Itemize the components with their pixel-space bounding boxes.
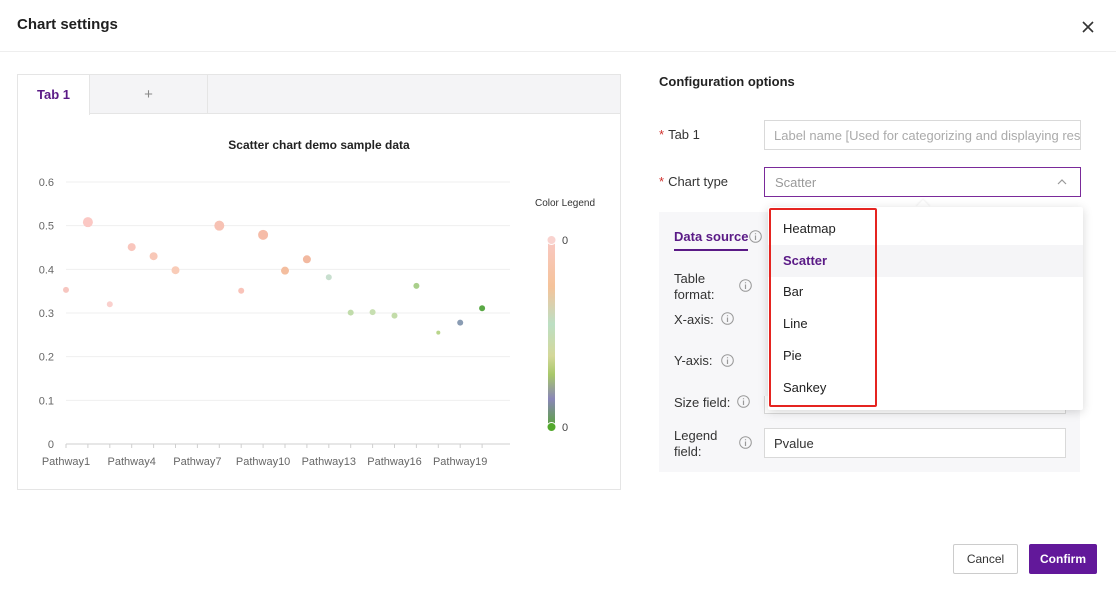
scatter-point[interactable] [149, 252, 158, 261]
scatter-point[interactable] [281, 266, 289, 275]
tab-name-input[interactable]: Label name [Used for categorizing and di… [764, 120, 1081, 150]
legend-top-handle[interactable] [546, 235, 557, 245]
preview-tab-bar: Tab 1 + [18, 75, 620, 115]
confirm-button[interactable]: Confirm [1029, 544, 1097, 574]
dialog-header: Chart settings [0, 0, 1116, 52]
scatter-chart: Scatter chart demo sample data 0 0.1 0.2 0.… [39, 138, 595, 468]
y-tick-label: 0.4 [39, 264, 54, 276]
info-icon[interactable] [739, 279, 752, 292]
scatter-point[interactable] [391, 312, 398, 319]
chevron-up-icon [1057, 179, 1067, 185]
tab-field-label: * Tab 1 [659, 127, 700, 142]
option-pie[interactable]: Pie [783, 348, 802, 363]
chart-title: Scatter chart demo sample data [228, 138, 410, 152]
info-icon[interactable] [721, 354, 734, 367]
config-heading: Configuration options [659, 74, 795, 89]
chart-type-value: Scatter [775, 174, 817, 190]
info-icon[interactable] [737, 395, 750, 408]
y-tick-label: 0.6 [39, 177, 54, 189]
y-tick-label: 0.2 [39, 352, 54, 364]
tab-data-source[interactable]: Data source [674, 229, 749, 251]
legend-field-label: Legend field: [674, 428, 718, 459]
scatter-point[interactable] [436, 330, 441, 335]
y-axis-label: Y-axis: [674, 353, 713, 368]
cancel-button[interactable]: Cancel [953, 544, 1018, 574]
legend-bottom-handle[interactable] [546, 422, 557, 432]
option-bar[interactable]: Bar [783, 284, 804, 299]
x-tick-label: Pathway1 [42, 456, 90, 468]
x-tick-label: Pathway19 [433, 456, 487, 468]
chart-preview-panel: Tab 1 + [17, 74, 621, 490]
table-format-label: Table format: [674, 271, 715, 302]
tab-field-label-text: Tab 1 [668, 127, 700, 142]
legend-title: Color Legend [535, 198, 595, 209]
scatter-point[interactable] [302, 255, 311, 264]
y-tick-label: 0.5 [39, 221, 54, 233]
option-scatter[interactable]: Scatter [768, 245, 1083, 277]
scatter-point[interactable] [106, 301, 113, 308]
chart-type-label: * Chart type [659, 174, 729, 189]
scatter-points [63, 217, 486, 335]
x-tick-label: Pathway13 [302, 456, 356, 468]
x-tick-label: Pathway16 [367, 456, 421, 468]
legend-field-input[interactable]: Pvalue [764, 428, 1066, 458]
option-sankey[interactable]: Sankey [783, 380, 827, 395]
color-legend-bar [548, 240, 555, 427]
scatter-point[interactable] [369, 309, 376, 316]
close-icon[interactable] [1078, 17, 1098, 37]
scatter-point[interactable] [413, 282, 420, 289]
legend-top-label: 0 [562, 235, 568, 247]
x-axis-label: X-axis: [674, 312, 714, 327]
option-line[interactable]: Line [783, 316, 808, 331]
x-tick-label: Pathway7 [173, 456, 221, 468]
y-tick-label: 0.1 [39, 395, 54, 407]
scatter-point[interactable] [457, 319, 464, 326]
info-icon[interactable] [739, 436, 752, 449]
scatter-point[interactable] [258, 229, 269, 240]
scatter-point[interactable] [238, 287, 245, 294]
option-heatmap[interactable]: Heatmap [783, 221, 836, 236]
x-tick-label: Pathway4 [108, 456, 156, 468]
info-icon[interactable] [721, 312, 734, 325]
y-tick-label: 0 [48, 439, 54, 451]
y-axis: 0 0.1 0.2 0.3 0.4 0.5 0.6 [39, 177, 54, 451]
x-tick-label: Pathway10 [236, 456, 290, 468]
dialog-title: Chart settings [17, 16, 118, 33]
scatter-point[interactable] [171, 266, 180, 275]
chart-type-dropdown: Heatmap Scatter Bar Line Pie Sankey [768, 207, 1083, 410]
legend-bottom-label: 0 [562, 422, 568, 434]
scatter-point[interactable] [325, 274, 332, 281]
info-icon[interactable] [749, 230, 762, 243]
scatter-point[interactable] [82, 217, 93, 228]
chart-gridlines [66, 181, 510, 445]
chart-type-select[interactable]: Scatter [764, 167, 1081, 197]
add-tab-button[interactable]: + [90, 75, 208, 114]
tab-1[interactable]: Tab 1 [18, 75, 90, 115]
scatter-point[interactable] [127, 243, 136, 252]
scatter-point[interactable] [347, 309, 354, 316]
x-axis: Pathway1 Pathway4 Pathway7 Pathway10 Pathway… [42, 444, 487, 468]
chart-type-label-text: Chart type [668, 174, 729, 189]
scatter-point[interactable] [479, 305, 486, 312]
y-tick-label: 0.3 [39, 308, 54, 320]
scatter-point[interactable] [63, 286, 69, 293]
scatter-point[interactable] [214, 220, 225, 231]
size-field-label: Size field: [674, 395, 731, 410]
